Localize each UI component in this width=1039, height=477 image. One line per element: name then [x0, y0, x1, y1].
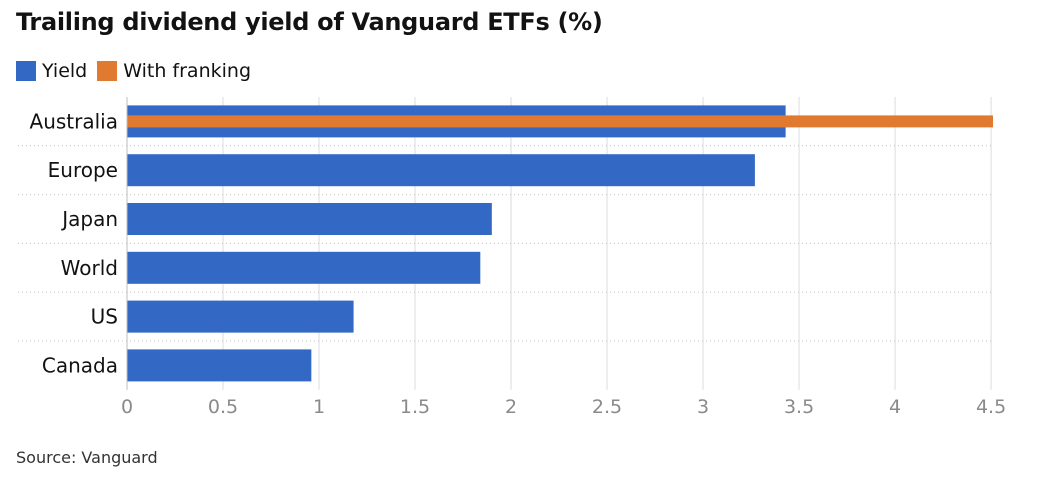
x-tick-label-6: 3: [697, 396, 709, 418]
legend-label-yield: Yield: [42, 60, 88, 82]
legend-swatch-with-franking: [97, 61, 118, 81]
bar-yield-europe: [127, 154, 755, 187]
category-label-world: World: [61, 256, 118, 280]
x-tick-label-7: 3.5: [784, 396, 814, 418]
x-tick-label-1: 0.5: [208, 396, 238, 418]
bar-yield-japan: [127, 203, 492, 235]
x-tick-label-0: 0: [121, 396, 133, 418]
legend: Yield With franking: [16, 60, 261, 82]
category-label-australia: Australia: [30, 109, 118, 133]
bar-yield-canada: [127, 349, 312, 382]
legend-label-with-franking: With franking: [123, 60, 251, 82]
category-label-japan: Japan: [60, 207, 118, 231]
bar-yield-us: [127, 300, 354, 333]
source-note: Source: Vanguard: [16, 448, 158, 467]
x-tick-label-5: 2.5: [592, 396, 622, 418]
category-label-canada: Canada: [42, 353, 118, 377]
category-label-us: US: [91, 305, 118, 329]
category-label-europe: Europe: [48, 158, 118, 182]
chart-title: Trailing dividend yield of Vanguard ETFs…: [16, 8, 603, 36]
x-tick-label-8: 4: [889, 396, 901, 418]
x-tick-label-4: 2: [505, 396, 517, 418]
bar-yield-world: [127, 251, 481, 284]
x-tick-label-3: 1.5: [400, 396, 430, 418]
x-tick-label-2: 1: [313, 396, 325, 418]
legend-swatch-yield: [16, 61, 36, 81]
legend-item-yield: Yield: [16, 60, 87, 82]
legend-item-with-franking: With franking: [97, 60, 251, 82]
x-tick-label-9: 4.5: [976, 396, 1006, 418]
bar-with-franking-australia: [127, 115, 993, 128]
